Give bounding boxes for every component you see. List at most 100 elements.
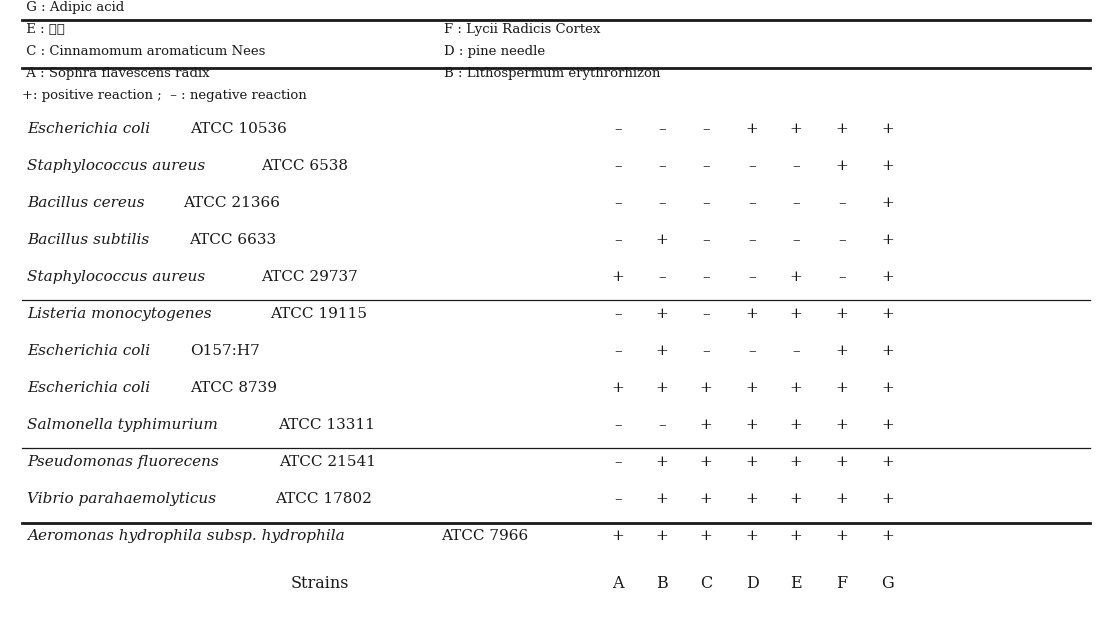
Text: –: – [838, 233, 846, 247]
Text: –: – [793, 159, 800, 173]
Text: +: + [881, 307, 895, 321]
Text: Salmonella typhimurium: Salmonella typhimurium [27, 418, 218, 432]
Text: +: + [836, 529, 848, 543]
Text: +: positive reaction ;  – : negative reaction: +: positive reaction ; – : negative reac… [22, 89, 306, 102]
Text: –: – [748, 233, 756, 247]
Text: Escherichia coli: Escherichia coli [27, 344, 150, 358]
Text: –: – [658, 159, 666, 173]
Text: +: + [789, 455, 803, 469]
Text: –: – [703, 196, 709, 210]
Text: ATCC 6538: ATCC 6538 [262, 159, 349, 173]
Text: D: D [746, 575, 758, 592]
Text: +: + [789, 418, 803, 432]
Text: +: + [789, 270, 803, 284]
Text: +: + [789, 492, 803, 506]
Text: F: F [837, 575, 848, 592]
Text: +: + [836, 307, 848, 321]
Text: E : 박잎: E : 박잎 [22, 23, 64, 36]
Text: ATCC 7966: ATCC 7966 [442, 529, 528, 543]
Text: Vibrio parahaemolyticus: Vibrio parahaemolyticus [27, 492, 216, 506]
Text: +: + [881, 529, 895, 543]
Text: –: – [614, 233, 622, 247]
Text: +: + [836, 492, 848, 506]
Text: +: + [789, 122, 803, 136]
Text: +: + [881, 344, 895, 358]
Text: –: – [614, 122, 622, 136]
Text: +: + [881, 381, 895, 395]
Text: F : Lycii Radicis Cortex: F : Lycii Radicis Cortex [444, 23, 601, 36]
Text: A : Sophra flavescens radix: A : Sophra flavescens radix [22, 67, 210, 80]
Text: +: + [656, 455, 668, 469]
Text: +: + [612, 270, 624, 284]
Text: Bacillus cereus: Bacillus cereus [27, 196, 144, 210]
Text: Listeria monocytogenes: Listeria monocytogenes [27, 307, 212, 321]
Text: –: – [748, 159, 756, 173]
Text: +: + [881, 233, 895, 247]
Text: Staphylococcus aureus: Staphylococcus aureus [27, 270, 205, 284]
Text: +: + [836, 159, 848, 173]
Text: +: + [836, 455, 848, 469]
Text: –: – [614, 196, 622, 210]
Text: –: – [838, 270, 846, 284]
Text: +: + [612, 529, 624, 543]
Text: Escherichia coli: Escherichia coli [27, 381, 150, 395]
Text: –: – [614, 418, 622, 432]
Text: –: – [748, 196, 756, 210]
Text: +: + [699, 381, 713, 395]
Text: +: + [881, 122, 895, 136]
Text: Staphylococcus aureus: Staphylococcus aureus [27, 159, 205, 173]
Text: –: – [658, 418, 666, 432]
Text: C : Cinnamomum aromaticum Nees: C : Cinnamomum aromaticum Nees [22, 45, 265, 58]
Text: C: C [700, 575, 713, 592]
Text: +: + [836, 418, 848, 432]
Text: –: – [614, 344, 622, 358]
Text: +: + [656, 529, 668, 543]
Text: –: – [703, 344, 709, 358]
Text: G: G [881, 575, 895, 592]
Text: B : Lithospermum erythrorhizon: B : Lithospermum erythrorhizon [444, 67, 660, 80]
Text: +: + [881, 270, 895, 284]
Text: –: – [614, 492, 622, 506]
Text: +: + [746, 529, 758, 543]
Text: +: + [656, 233, 668, 247]
Text: Strains: Strains [291, 575, 350, 592]
Text: +: + [746, 418, 758, 432]
Text: –: – [703, 233, 709, 247]
Text: +: + [836, 381, 848, 395]
Text: –: – [793, 233, 800, 247]
Text: +: + [746, 492, 758, 506]
Text: +: + [881, 492, 895, 506]
Text: –: – [793, 344, 800, 358]
Text: Escherichia coli: Escherichia coli [27, 122, 150, 136]
Text: +: + [836, 122, 848, 136]
Text: +: + [746, 307, 758, 321]
Text: –: – [658, 196, 666, 210]
Text: Bacillus subtilis: Bacillus subtilis [27, 233, 149, 247]
Text: E: E [790, 575, 801, 592]
Text: –: – [614, 307, 622, 321]
Text: Aeromonas hydrophila subsp. hydrophila: Aeromonas hydrophila subsp. hydrophila [27, 529, 345, 543]
Text: G : Adipic acid: G : Adipic acid [22, 1, 124, 14]
Text: –: – [793, 196, 800, 210]
Text: –: – [614, 159, 622, 173]
Text: +: + [612, 381, 624, 395]
Text: Pseudomonas fluorecens: Pseudomonas fluorecens [27, 455, 219, 469]
Text: +: + [789, 529, 803, 543]
Text: ATCC 10536: ATCC 10536 [190, 122, 287, 136]
Text: +: + [656, 492, 668, 506]
Text: ATCC 21541: ATCC 21541 [279, 455, 376, 469]
Text: ATCC 19115: ATCC 19115 [270, 307, 366, 321]
Text: –: – [614, 455, 622, 469]
Text: –: – [658, 270, 666, 284]
Text: +: + [881, 455, 895, 469]
Text: –: – [838, 196, 846, 210]
Text: +: + [699, 455, 713, 469]
Text: –: – [748, 344, 756, 358]
Text: +: + [789, 307, 803, 321]
Text: +: + [699, 529, 713, 543]
Text: ATCC 13311: ATCC 13311 [278, 418, 374, 432]
Text: +: + [746, 381, 758, 395]
Text: A: A [613, 575, 624, 592]
Text: +: + [656, 344, 668, 358]
Text: –: – [658, 122, 666, 136]
